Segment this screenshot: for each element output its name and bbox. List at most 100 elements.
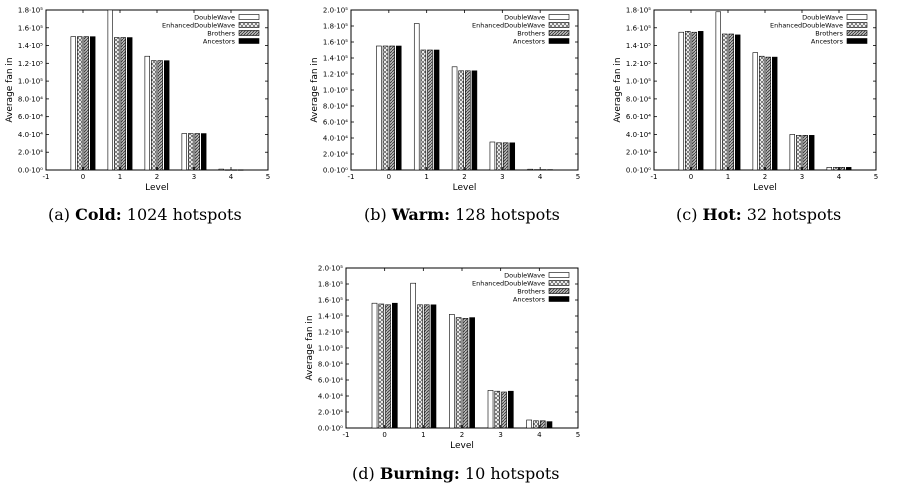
x-tick-label: 5	[576, 173, 580, 181]
y-tick-label: 6.0·10⁴	[323, 119, 348, 127]
x-tick-label: -1	[43, 173, 50, 181]
bar-brothers-level-2	[462, 318, 469, 429]
legend-swatch-ancestors	[846, 38, 868, 44]
legend-swatch-brothers	[846, 30, 868, 36]
y-tick-label: 1.4·10⁵	[318, 313, 343, 321]
y-tick-label: 1.6·10⁵	[318, 297, 343, 305]
legend-swatch-ancestors	[548, 38, 570, 44]
x-tick-label: -1	[651, 173, 658, 181]
legend-swatch-brothers	[238, 30, 260, 36]
x-tick-label: 4	[229, 173, 234, 181]
legend-label-enhanced-doublewave: EnhancedDoubleWave	[162, 22, 235, 30]
x-tick-label: -1	[348, 173, 355, 181]
bar-enhanced-doublewave-level-4	[225, 169, 231, 171]
bar-brothers-level-3	[194, 133, 200, 171]
bar-brothers-level-1	[728, 33, 734, 171]
bar-enhanced-doublewave-level-4	[833, 167, 839, 171]
y-tick-label: 1.8·10⁵	[18, 7, 43, 15]
bar-ancestors-level-4	[846, 167, 852, 171]
y-tick-label: 0.0·10⁰	[18, 167, 43, 175]
y-tick-label: 2.0·10⁴	[323, 151, 348, 159]
y-axis-label: Average fan in	[613, 57, 623, 122]
legend-swatch-brothers	[548, 30, 570, 36]
y-tick-label: 1.0·10⁵	[318, 345, 343, 353]
bar-ancestors-level-1	[430, 304, 437, 429]
bar-brothers-level-2	[157, 60, 163, 171]
y-tick-label: 1.0·10⁵	[18, 78, 43, 86]
bar-brothers-level-3	[501, 391, 507, 429]
bar-ancestors-level-0	[90, 36, 96, 171]
caption-d: (d) Burning: 10 hotspots	[352, 464, 559, 483]
y-tick-label: 4.0·10⁴	[626, 131, 651, 139]
bar-enhanced-doublewave-level-3	[494, 390, 501, 429]
bar-ancestors-level-2	[469, 317, 475, 429]
x-tick-label: 1	[424, 173, 428, 181]
y-tick-label: 1.0·10⁵	[323, 87, 348, 95]
bar-doublewave-level-0	[376, 45, 382, 171]
bar-doublewave-level-0	[70, 36, 76, 171]
bar-doublewave-level-2	[752, 52, 758, 171]
caption-c: (c) Hot: 32 hotspots	[676, 205, 841, 224]
x-tick-label: 5	[576, 431, 580, 439]
bar-brothers-level-0	[389, 45, 395, 171]
caption-c-bold: Hot:	[702, 205, 742, 224]
legend-swatch-doublewave	[238, 14, 260, 20]
bar-doublewave-level-4	[527, 168, 533, 171]
x-tick-label: 1	[421, 431, 425, 439]
bar-brothers-level-4	[540, 169, 547, 171]
y-tick-label: 0.0·10⁰	[626, 167, 651, 175]
bar-brothers-level-2	[465, 70, 471, 171]
bar-ancestors-level-0	[396, 45, 402, 171]
x-tick-label: 3	[500, 173, 504, 181]
chart-panel-b: 0.0·10⁰ 2.0·10⁴ 4.0·10⁴ 6.0·10⁴ 8.0·10⁴ 1.0·1…	[305, 0, 600, 200]
legend-swatch-enhanced-doublewave	[548, 280, 570, 286]
y-tick-label: 1.2·10⁵	[323, 71, 348, 79]
y-tick-label: 8.0·10⁴	[626, 95, 651, 103]
bar-brothers-level-4	[539, 420, 546, 429]
x-tick-label: 2	[462, 173, 466, 181]
x-tick-label: 4	[537, 431, 542, 439]
bar-enhanced-doublewave-level-0	[685, 31, 691, 171]
y-tick-label: 8.0·10⁴	[18, 95, 43, 103]
y-tick-label: 0.0·10⁰	[318, 425, 343, 433]
x-tick-label: 1	[726, 173, 730, 181]
caption-b: (b) Warm: 128 hotspots	[364, 205, 560, 224]
bar-enhanced-doublewave-level-3	[188, 133, 194, 171]
bar-ancestors-level-1	[127, 37, 133, 171]
bar-doublewave-level-1	[715, 11, 721, 171]
x-tick-label: 5	[874, 173, 878, 181]
bar-enhanced-doublewave-level-1	[722, 33, 728, 171]
bar-doublewave-level-2	[144, 55, 150, 171]
bar-enhanced-doublewave-level-4	[533, 420, 539, 429]
y-tick-label: 6.0·10⁴	[626, 113, 651, 121]
y-tick-label: 1.4·10⁵	[323, 55, 348, 63]
y-tick-label: 2.0·10⁵	[323, 7, 348, 15]
legend-label-brothers: Brothers	[517, 288, 545, 296]
bar-enhanced-doublewave-level-0	[77, 36, 83, 171]
bar-doublewave-level-4	[218, 168, 224, 171]
bar-brothers-level-3	[502, 142, 509, 171]
y-tick-label: 1.6·10⁵	[626, 24, 651, 32]
y-tick-label: 1.6·10⁵	[323, 39, 348, 47]
caption-c-rest: 32 hotspots	[741, 205, 842, 224]
y-tick-label: 4.0·10⁴	[18, 131, 43, 139]
legend-label-enhanced-doublewave: EnhancedDoubleWave	[472, 280, 545, 288]
y-tick-label: 4.0·10⁴	[318, 393, 343, 401]
bar-doublewave-level-4	[826, 167, 832, 171]
chart-panel-c: 0.0·10⁰ 2.0·10⁴ 4.0·10⁴ 6.0·10⁴ 8.0·10⁴ 1.0·1…	[608, 0, 898, 200]
y-tick-label: 1.0·10⁵	[626, 78, 651, 86]
bar-doublewave-level-0	[678, 31, 684, 171]
legend-swatch-doublewave	[548, 272, 570, 278]
x-axis-label: Level	[145, 183, 169, 193]
bar-brothers-level-3	[802, 135, 808, 171]
legend-label-brothers: Brothers	[517, 30, 545, 38]
bar-ancestors-level-0	[698, 31, 704, 171]
x-tick-label: 2	[460, 431, 464, 439]
x-tick-label: 5	[266, 173, 270, 181]
legend-label-ancestors: Ancestors	[513, 296, 546, 304]
legend-swatch-doublewave	[548, 14, 570, 20]
bar-brothers-level-2	[765, 56, 771, 171]
legend-swatch-ancestors	[238, 38, 260, 44]
y-tick-label: 1.4·10⁵	[626, 42, 651, 50]
bar-enhanced-doublewave-level-1	[114, 37, 120, 171]
